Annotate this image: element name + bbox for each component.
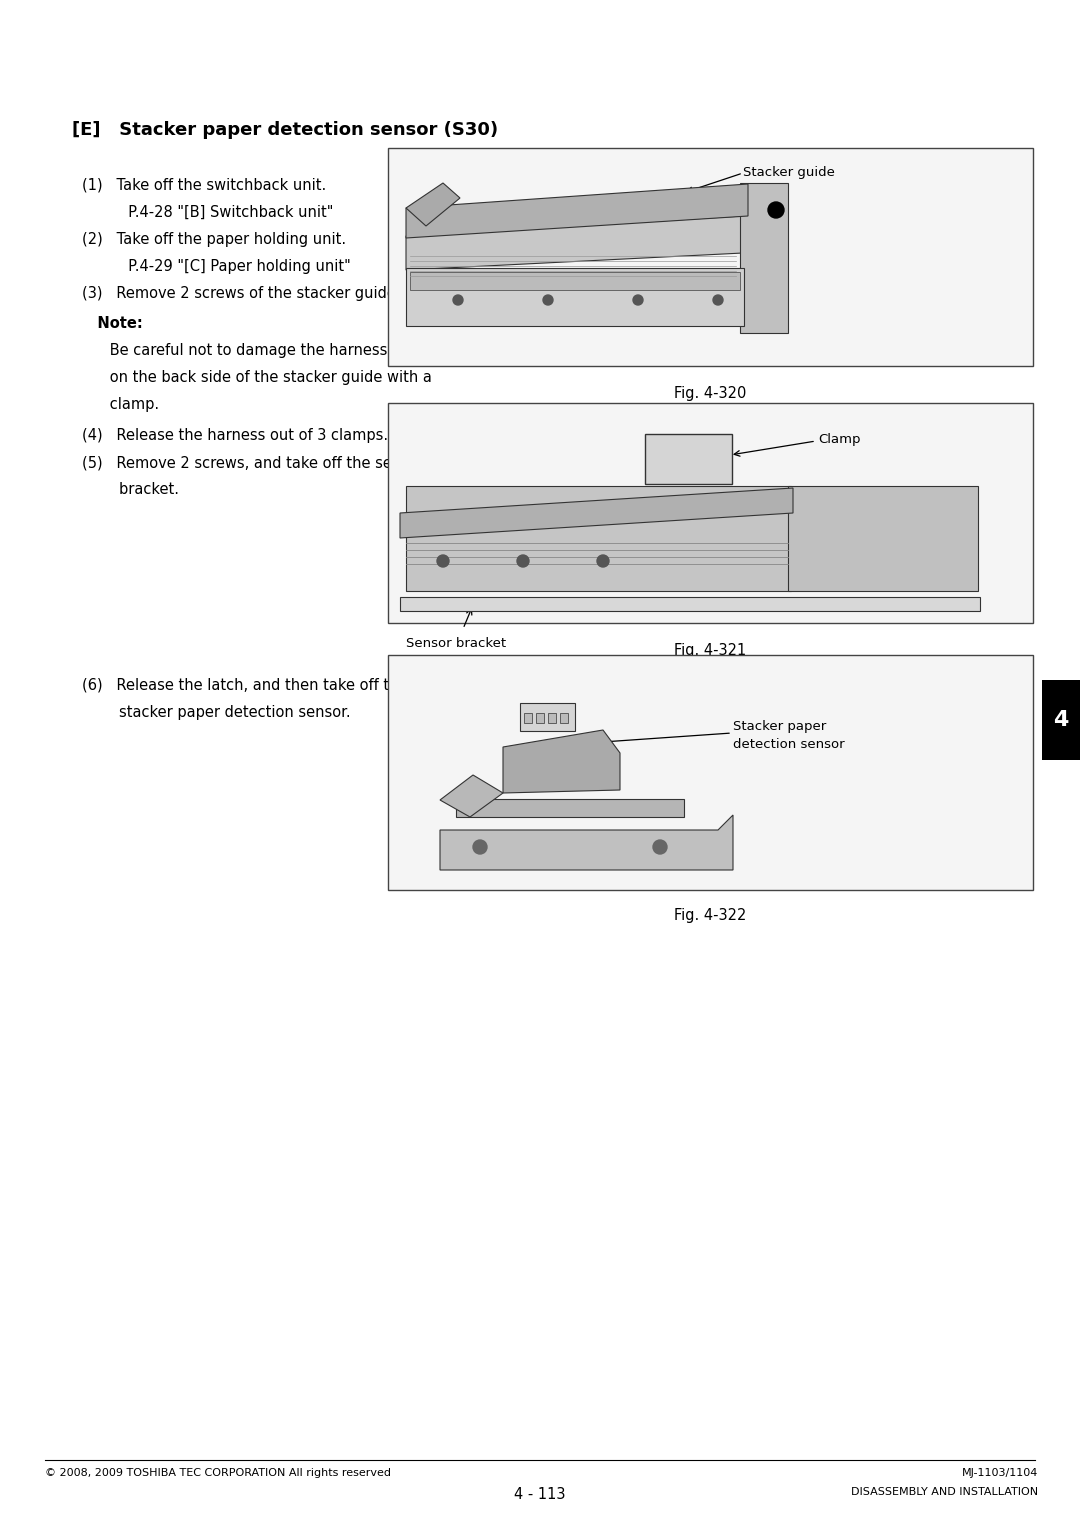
Text: bracket.: bracket. <box>82 483 179 496</box>
Text: (3)   Remove 2 screws of the stacker guide.: (3) Remove 2 screws of the stacker guide… <box>82 286 401 301</box>
Bar <box>406 269 744 325</box>
Circle shape <box>653 840 667 854</box>
Bar <box>410 272 740 290</box>
Text: Fig. 4-321: Fig. 4-321 <box>674 643 746 658</box>
Text: Fig. 4-320: Fig. 4-320 <box>674 386 746 402</box>
Polygon shape <box>400 489 793 538</box>
Bar <box>456 799 684 817</box>
Bar <box>388 403 1032 623</box>
Bar <box>548 713 556 722</box>
Circle shape <box>437 554 449 567</box>
Circle shape <box>713 295 723 305</box>
Text: stacker paper detection sensor.: stacker paper detection sensor. <box>82 705 351 721</box>
Bar <box>536 713 544 722</box>
Text: Sensor bracket: Sensor bracket <box>406 637 507 651</box>
Bar <box>406 486 791 591</box>
Text: (4)   Release the harness out of 3 clamps.: (4) Release the harness out of 3 clamps. <box>82 428 388 443</box>
Text: © 2008, 2009 TOSHIBA TEC CORPORATION All rights reserved: © 2008, 2009 TOSHIBA TEC CORPORATION All… <box>45 1467 391 1478</box>
Text: Fig. 4-322: Fig. 4-322 <box>674 909 746 922</box>
Text: MJ-1103/1104: MJ-1103/1104 <box>961 1467 1038 1478</box>
Bar <box>400 597 980 611</box>
Text: 4: 4 <box>1053 710 1069 730</box>
Bar <box>740 183 788 333</box>
Polygon shape <box>440 776 503 817</box>
FancyBboxPatch shape <box>645 434 732 484</box>
Bar <box>561 713 568 722</box>
Circle shape <box>768 202 784 218</box>
Bar <box>519 702 575 731</box>
Text: Clamp: Clamp <box>818 434 861 446</box>
Circle shape <box>453 295 463 305</box>
Bar <box>1042 680 1080 760</box>
Text: DISASSEMBLY AND INSTALLATION: DISASSEMBLY AND INSTALLATION <box>851 1487 1038 1496</box>
Text: (1)   Take off the switchback unit.: (1) Take off the switchback unit. <box>82 179 326 192</box>
Circle shape <box>543 295 553 305</box>
Text: Stacker paper
detection sensor: Stacker paper detection sensor <box>733 721 845 751</box>
Circle shape <box>597 554 609 567</box>
Polygon shape <box>406 215 743 270</box>
Text: (6)   Release the latch, and then take off the: (6) Release the latch, and then take off… <box>82 678 407 693</box>
Bar <box>788 486 978 591</box>
Text: Stacker guide: Stacker guide <box>743 166 835 179</box>
Text: (5)   Remove 2 screws, and take off the sensor: (5) Remove 2 screws, and take off the se… <box>82 455 424 470</box>
Text: 4 - 113: 4 - 113 <box>514 1487 566 1503</box>
Text: Be careful not to damage the harness fixed: Be careful not to damage the harness fix… <box>82 344 428 357</box>
Text: [E]   Stacker paper detection sensor (S30): [E] Stacker paper detection sensor (S30) <box>72 121 498 139</box>
Bar <box>524 713 532 722</box>
Polygon shape <box>503 730 620 793</box>
Bar <box>388 655 1032 890</box>
Circle shape <box>473 840 487 854</box>
Bar <box>388 148 1032 366</box>
Text: Note:: Note: <box>82 316 143 331</box>
Text: P.4-28 "[B] Switchback unit": P.4-28 "[B] Switchback unit" <box>82 205 334 220</box>
Text: on the back side of the stacker guide with a: on the back side of the stacker guide wi… <box>82 370 432 385</box>
Text: P.4-29 "[C] Paper holding unit": P.4-29 "[C] Paper holding unit" <box>82 260 351 273</box>
Circle shape <box>633 295 643 305</box>
Circle shape <box>517 554 529 567</box>
Text: clamp.: clamp. <box>82 397 159 412</box>
Polygon shape <box>406 183 460 226</box>
Polygon shape <box>440 815 733 870</box>
Text: (2)   Take off the paper holding unit.: (2) Take off the paper holding unit. <box>82 232 346 247</box>
Polygon shape <box>406 183 748 238</box>
